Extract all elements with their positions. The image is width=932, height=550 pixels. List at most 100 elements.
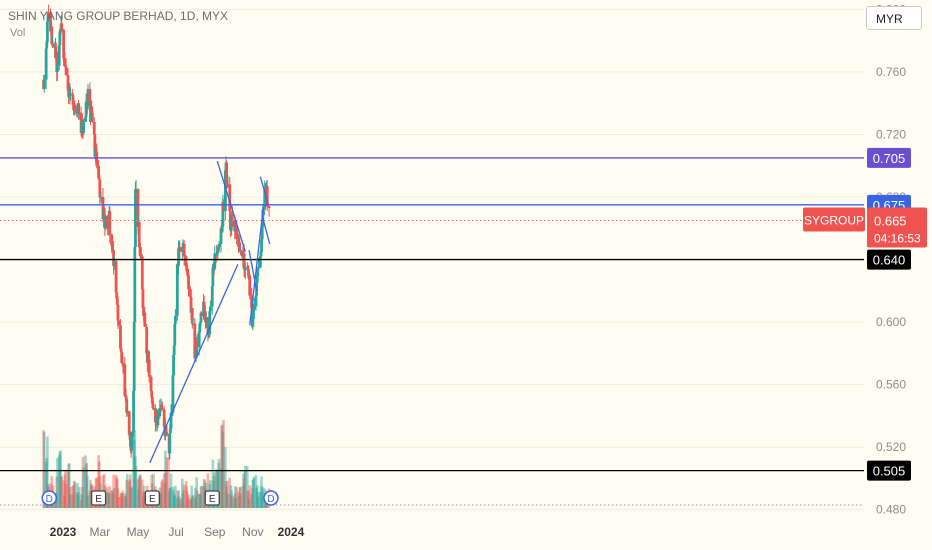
candle[interactable]	[123, 356, 127, 397]
candle[interactable]	[193, 317, 197, 362]
candle[interactable]	[45, 19, 49, 47]
candle[interactable]	[139, 243, 142, 261]
candle[interactable]	[95, 143, 99, 169]
candle[interactable]	[217, 241, 221, 253]
candle[interactable]	[263, 180, 267, 216]
candle[interactable]	[121, 356, 125, 374]
candle[interactable]	[171, 373, 175, 416]
candle[interactable]	[195, 334, 199, 349]
candle[interactable]	[190, 307, 194, 329]
candle[interactable]	[134, 181, 137, 253]
candle[interactable]	[257, 258, 260, 277]
earnings-marker[interactable]: E	[90, 490, 107, 506]
candle[interactable]	[208, 309, 212, 338]
candle[interactable]	[239, 249, 243, 257]
candle[interactable]	[77, 104, 81, 120]
candle[interactable]	[165, 430, 169, 436]
candle[interactable]	[178, 240, 182, 259]
candle[interactable]	[225, 175, 229, 189]
trendline[interactable]	[259, 176, 270, 206]
candle[interactable]	[226, 175, 230, 188]
candle[interactable]	[238, 236, 242, 251]
candle[interactable]	[42, 74, 46, 93]
trendline[interactable]	[249, 206, 265, 326]
candle[interactable]	[64, 58, 68, 76]
candle[interactable]	[77, 99, 81, 120]
candle[interactable]	[177, 240, 180, 275]
candle[interactable]	[248, 273, 252, 300]
trendline[interactable]	[216, 160, 246, 252]
candle[interactable]	[162, 406, 166, 429]
candle[interactable]	[60, 14, 64, 33]
candle[interactable]	[104, 214, 107, 231]
candle[interactable]	[252, 298, 256, 319]
candle[interactable]	[147, 351, 150, 361]
candle[interactable]	[169, 404, 173, 431]
symbol-tag[interactable]: SYGROUP	[803, 207, 865, 232]
candle[interactable]	[112, 255, 116, 270]
candle[interactable]	[203, 305, 207, 329]
candle[interactable]	[58, 28, 62, 51]
candle[interactable]	[187, 268, 190, 297]
candle[interactable]	[251, 317, 255, 331]
candle[interactable]	[191, 316, 195, 326]
candle[interactable]	[152, 400, 155, 410]
candle[interactable]	[213, 245, 217, 272]
candle[interactable]	[88, 82, 92, 107]
candle[interactable]	[110, 242, 114, 252]
candle[interactable]	[59, 28, 62, 39]
candle[interactable]	[175, 263, 179, 321]
candle[interactable]	[66, 68, 70, 92]
trendline[interactable]	[261, 215, 271, 245]
candle[interactable]	[98, 174, 102, 205]
candle[interactable]	[63, 52, 67, 67]
candle[interactable]	[125, 396, 129, 418]
candle[interactable]	[134, 179, 138, 192]
candle[interactable]	[172, 344, 176, 363]
candle[interactable]	[156, 409, 160, 428]
candle[interactable]	[260, 225, 264, 241]
candle[interactable]	[160, 401, 164, 411]
earnings-marker[interactable]: E	[144, 490, 160, 506]
candle[interactable]	[55, 42, 59, 82]
candle[interactable]	[200, 312, 204, 322]
candle[interactable]	[172, 354, 175, 383]
candle[interactable]	[97, 159, 100, 179]
candle[interactable]	[195, 337, 199, 359]
candle[interactable]	[92, 117, 96, 138]
candle[interactable]	[132, 388, 135, 438]
candle[interactable]	[221, 194, 225, 233]
candle[interactable]	[99, 194, 103, 203]
candle[interactable]	[204, 312, 208, 328]
candle[interactable]	[86, 84, 90, 108]
candle[interactable]	[198, 322, 202, 335]
candle[interactable]	[120, 347, 124, 364]
candle[interactable]	[228, 176, 232, 213]
candle[interactable]	[158, 399, 162, 419]
candle[interactable]	[69, 86, 72, 101]
candle[interactable]	[112, 240, 115, 275]
volume-indicator-label[interactable]: Vol	[10, 27, 26, 39]
candle[interactable]	[130, 431, 134, 454]
candle[interactable]	[125, 407, 129, 416]
candle[interactable]	[147, 350, 151, 383]
candle[interactable]	[55, 60, 59, 82]
candle[interactable]	[160, 403, 164, 412]
candle[interactable]	[44, 40, 48, 89]
candle[interactable]	[108, 206, 112, 244]
candle[interactable]	[267, 205, 271, 217]
candle[interactable]	[265, 179, 269, 212]
candle[interactable]	[202, 295, 206, 313]
candle[interactable]	[133, 244, 137, 328]
candle[interactable]	[143, 306, 147, 327]
dividend-marker[interactable]: D	[263, 490, 279, 506]
candle[interactable]	[119, 319, 122, 352]
candle[interactable]	[222, 199, 225, 215]
candle[interactable]	[254, 293, 258, 311]
candle[interactable]	[173, 319, 177, 355]
candle[interactable]	[114, 260, 118, 295]
trendline[interactable]	[248, 250, 258, 291]
candle[interactable]	[51, 40, 55, 48]
